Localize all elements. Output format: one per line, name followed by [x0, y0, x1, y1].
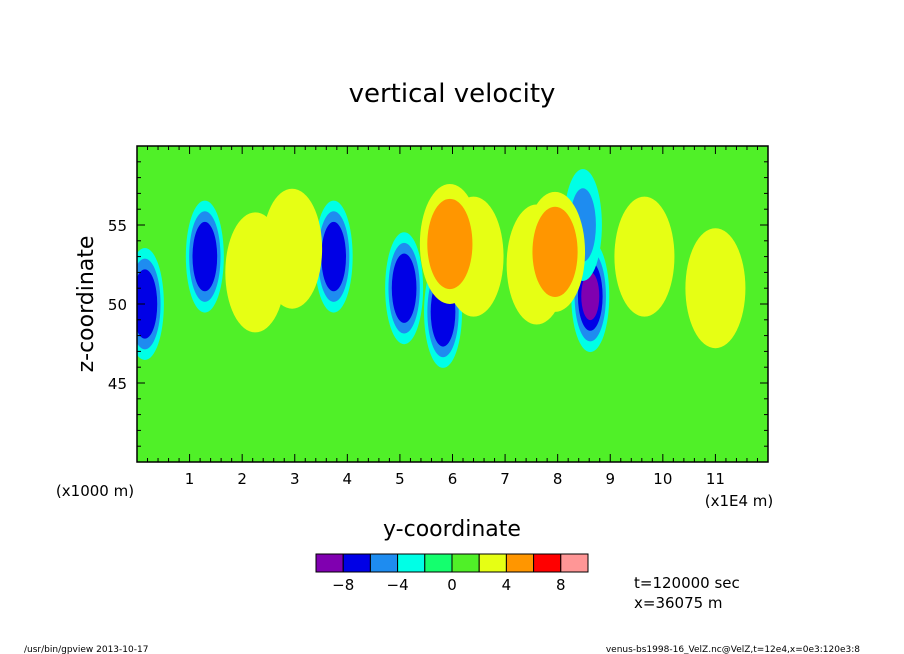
contour-feature: [262, 188, 323, 309]
colorbar: −8 −4 0 4 8: [315, 553, 589, 594]
colorbar-swatch: [315, 553, 344, 573]
time-annotation: t=120000 sec: [634, 574, 740, 592]
contour-feature: [137, 248, 164, 360]
contour-level: [195, 232, 214, 281]
x-tick-label: 7: [500, 470, 510, 488]
contour-level: [395, 264, 414, 313]
contour-level: [434, 213, 466, 275]
colorbar-swatch: [369, 553, 399, 573]
y-axis-label: z-coordinate: [74, 236, 99, 373]
colorbar-swatch: [397, 553, 426, 573]
colorbar-swatch: [342, 553, 371, 573]
contour-level: [695, 249, 736, 328]
colorbar-swatch: [451, 553, 480, 573]
y-tick-label: 55: [108, 217, 127, 235]
contour-feature: [685, 228, 746, 349]
colorbar-label: 4: [502, 576, 512, 594]
x-axis-label: y-coordinate: [383, 517, 521, 542]
x-scale-note: (x1E4 m): [705, 492, 774, 510]
colorbar-swatch: [424, 553, 453, 573]
x-tick-label: 2: [237, 470, 247, 488]
footer-left: /usr/bin/gpview 2013-10-17: [24, 645, 148, 654]
contour-feature: [314, 200, 353, 313]
contour-feature: [525, 191, 586, 312]
colorbar-label: −4: [387, 576, 409, 594]
x-tick-label: 3: [290, 470, 300, 488]
contour-feature: [614, 196, 675, 317]
contour-fill: [137, 169, 746, 368]
x-tick-label: 9: [605, 470, 615, 488]
y-tick-label: 50: [108, 296, 127, 314]
x-tick-label: 6: [448, 470, 458, 488]
x-tick-label: 4: [343, 470, 353, 488]
x-tick-label: 8: [553, 470, 563, 488]
colorbar-swatch: [505, 553, 535, 573]
contour-level: [539, 221, 571, 283]
x-tick-label: 11: [706, 470, 725, 488]
contour-level: [581, 272, 600, 321]
colorbar-swatch: [533, 553, 562, 573]
contour-feature: [185, 200, 224, 313]
colorbar-swatch: [560, 553, 589, 573]
contour-level: [137, 280, 154, 328]
contour-level: [272, 209, 312, 288]
contour-feature: [385, 232, 424, 345]
contour-feature: [419, 183, 480, 304]
plot-area: [137, 146, 768, 462]
x-tick-label: 10: [653, 470, 672, 488]
colorbar-label: 8: [556, 576, 566, 594]
y-scale-note: (x1000 m): [56, 482, 134, 500]
colorbar-swatch: [478, 553, 507, 573]
y-tick-label: 45: [108, 375, 127, 393]
position-annotation: x=36075 m: [634, 594, 723, 612]
x-tick-label: 1: [185, 470, 195, 488]
colorbar-label: −8: [332, 576, 354, 594]
contour-level: [624, 217, 665, 296]
colorbar-label: 0: [447, 576, 457, 594]
contour-level: [324, 232, 343, 281]
chart-title: vertical velocity: [349, 79, 556, 109]
footer-right: venus-bs1998-16_VelZ.nc@VelZ,t=12e4,x=0e…: [606, 645, 860, 654]
x-tick-label: 5: [395, 470, 405, 488]
